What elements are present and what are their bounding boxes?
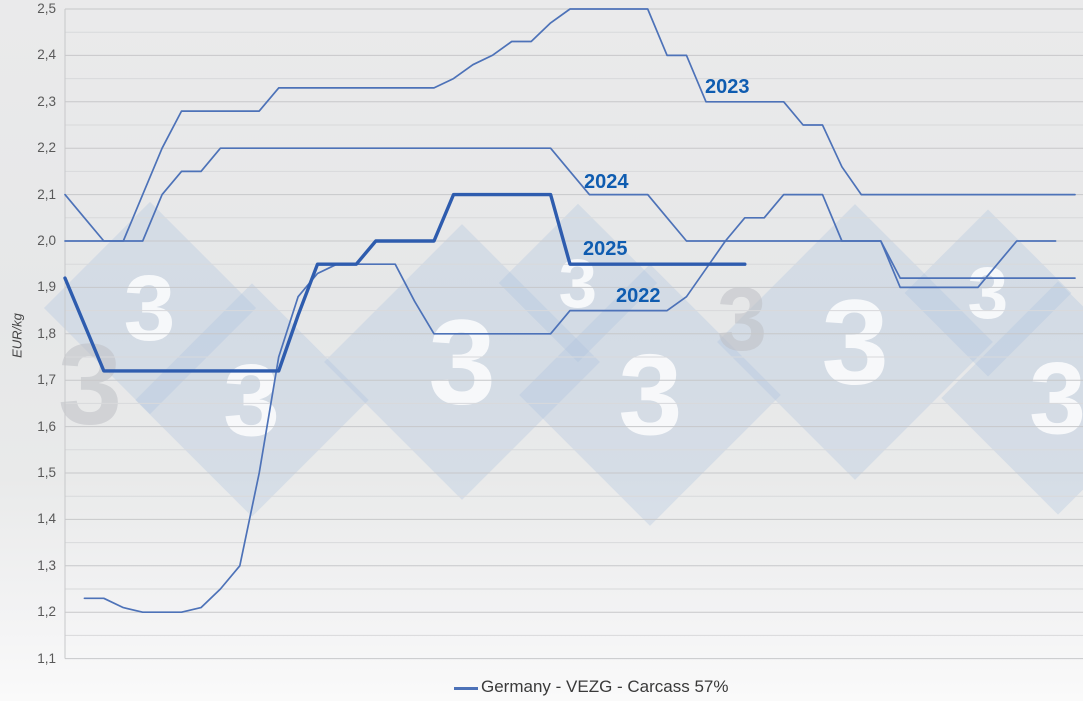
series-line-2023[interactable]	[64, 8, 1076, 242]
y-tick-label-2_3: 2,3	[37, 93, 56, 109]
y-tick-label-1_8: 1,8	[37, 325, 56, 341]
series-label-2025: 2025	[583, 238, 628, 260]
series-label-2023: 2023	[705, 76, 750, 98]
y-tick-label-1_9: 1,9	[37, 279, 56, 295]
series-label-2024: 2024	[584, 171, 629, 193]
y-tick-label-2_4: 2,4	[37, 47, 56, 63]
legend-line-swatch	[454, 686, 478, 690]
series-line-2025[interactable]	[63, 192, 747, 373]
y-tick-label-1_1: 1,1	[37, 650, 56, 666]
legend-label: Germany - VEZG - Carcass 57%	[481, 677, 729, 696]
y-tick-label-1_2: 1,2	[37, 604, 56, 620]
y-tick-label-1_5: 1,5	[37, 465, 56, 480]
legend[interactable]: Germany - VEZG - Carcass 57%	[454, 676, 729, 698]
series-line-2024[interactable]	[64, 147, 1076, 279]
y-tick-label-2_0: 2,0	[37, 233, 56, 248]
series-line-2022[interactable]	[83, 193, 1057, 614]
y-tick-label-1_3: 1,3	[37, 557, 56, 573]
y-tick-label-1_4: 1,4	[37, 511, 56, 527]
y-tick-label-1_7: 1,7	[37, 372, 56, 388]
y-tick-label-2_2: 2,2	[37, 140, 56, 156]
series-label-2022: 2022	[616, 285, 661, 307]
y-tick-label-1_6: 1,6	[37, 418, 56, 434]
watermark-3-gray: 3	[58, 320, 122, 449]
y-axis-title: EUR/kg	[9, 313, 25, 358]
y-tick-label-2_5: 2,5	[37, 1, 56, 16]
watermark-3-gray: 3	[716, 270, 768, 370]
y-tick-label-2_1: 2,1	[37, 186, 56, 202]
